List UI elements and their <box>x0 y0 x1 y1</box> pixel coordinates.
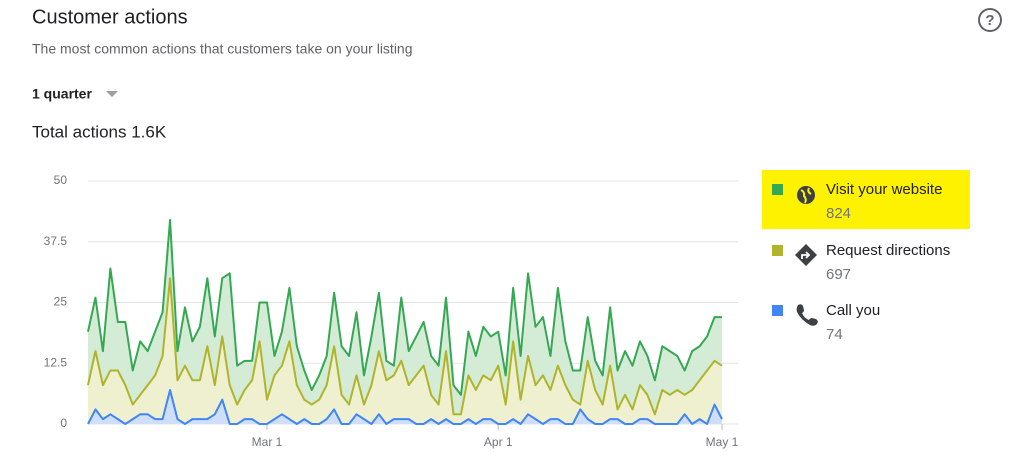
legend-swatch <box>772 305 783 316</box>
series-line <box>87 277 723 416</box>
y-tick-label: 25 <box>54 295 68 309</box>
total-actions: Total actions 1.6K <box>32 122 167 141</box>
legend-swatch <box>772 245 783 256</box>
legend-item[interactable]: Request directions 697 <box>772 242 950 283</box>
directions-icon <box>795 244 817 266</box>
phone-icon <box>796 304 818 326</box>
x-tick-label: Mar 1 <box>252 435 283 449</box>
help-icon[interactable]: ? <box>978 8 1002 32</box>
legend: Visit your website 824 Request direction… <box>772 181 950 343</box>
legend-total: 824 <box>826 205 851 222</box>
series-line <box>87 388 723 425</box>
legend-item[interactable]: Visit your website 824 <box>772 181 942 222</box>
y-tick-label: 50 <box>54 173 68 187</box>
series-line <box>87 218 722 396</box>
y-tick-label: 12.5 <box>44 355 68 369</box>
plot: 0 12.5 25 37.5 50 Mar 1 Apr 1 May 1 <box>44 173 739 449</box>
y-tick-label: 37.5 <box>44 234 68 248</box>
legend-total: 74 <box>826 326 843 343</box>
legend-total: 697 <box>826 266 851 283</box>
legend-highlight <box>762 170 970 229</box>
period-dropdown[interactable]: 1 quarter <box>32 86 118 102</box>
legend-item[interactable]: Call you 74 <box>772 302 880 343</box>
legend-label: Request directions <box>826 242 950 259</box>
subtitle: The most common actions that customers t… <box>32 41 413 57</box>
area-fill <box>88 219 722 415</box>
area-fill <box>88 389 722 424</box>
x-tick-label: Apr 1 <box>484 435 513 449</box>
x-tick-label: May 1 <box>706 435 739 449</box>
legend-label: Call you <box>826 302 880 319</box>
globe-icon <box>797 186 815 204</box>
y-tick-label: 0 <box>60 416 67 430</box>
area-fill <box>88 278 722 424</box>
legend-swatch <box>772 184 783 195</box>
card-title: Customer actions <box>32 6 188 28</box>
svg-text:?: ? <box>985 12 994 29</box>
legend-label: Visit your website <box>826 181 942 198</box>
period-label: 1 quarter <box>32 86 92 102</box>
